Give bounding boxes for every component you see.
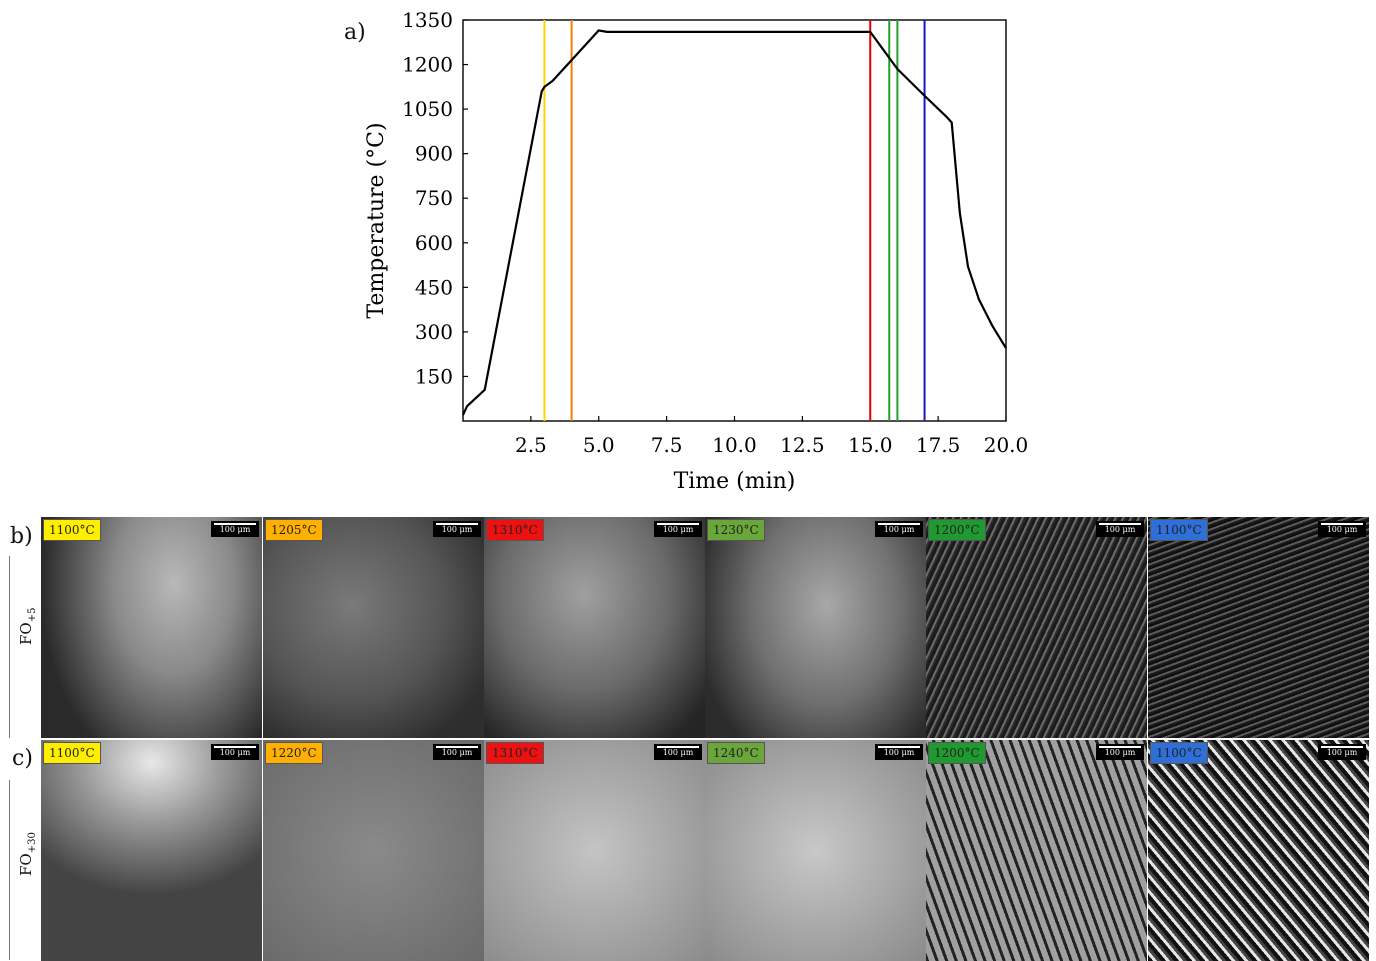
- scale-bar: 100 μm: [1318, 521, 1366, 537]
- micrograph-c-2: 1220°C 100 μm: [263, 740, 485, 961]
- temperature-badge: 1100°C: [43, 742, 101, 764]
- micrograph-texture: [263, 740, 484, 961]
- scale-bar: 100 μm: [875, 744, 923, 760]
- micrograph-texture: [484, 517, 705, 738]
- y-tick-label: 1200: [402, 53, 453, 77]
- temperature-badge: 1100°C: [1150, 742, 1208, 764]
- y-tick-label: 1350: [402, 8, 453, 32]
- micrograph-b-2: 1205°C 100 μm: [263, 517, 485, 738]
- scale-bar: 100 μm: [433, 521, 481, 537]
- temperature-badge: 1230°C: [707, 519, 765, 541]
- x-tick-label: 10.0: [712, 433, 757, 457]
- scale-bar: 100 μm: [433, 744, 481, 760]
- micrograph-c-6: 1100°C 100 μm: [1148, 740, 1370, 961]
- micrograph-b-5: 1200°C 100 μm: [926, 517, 1148, 738]
- x-tick-label: 7.5: [651, 433, 683, 457]
- y-tick-label: 150: [415, 364, 453, 388]
- y-tick-label: 450: [415, 275, 453, 299]
- temperature-badge: 1100°C: [1150, 519, 1208, 541]
- x-tick-label: 15.0: [848, 433, 893, 457]
- x-tick-label: 5.0: [583, 433, 615, 457]
- micrograph-b-1: 1100°C 100 μm: [41, 517, 263, 738]
- y-axis-label: Temperature (°C): [364, 122, 389, 318]
- temperature-badge: 1240°C: [707, 742, 765, 764]
- temperature-badge: 1220°C: [265, 742, 323, 764]
- scale-bar: 100 μm: [654, 744, 702, 760]
- y-tick-label: 1050: [402, 97, 453, 121]
- scale-bar: 100 μm: [875, 521, 923, 537]
- y-tick-label: 750: [415, 186, 453, 210]
- scale-bar: 100 μm: [654, 521, 702, 537]
- micrograph-c-5: 1200°C 100 μm: [926, 740, 1148, 961]
- micrograph-b-6: 1100°C 100 μm: [1148, 517, 1370, 738]
- row-c-rule: [9, 780, 10, 960]
- x-tick-label: 20.0: [984, 433, 1029, 457]
- micrograph-b-4: 1230°C 100 μm: [705, 517, 927, 738]
- x-tick-label: 2.5: [515, 433, 547, 457]
- micrograph-texture: [1148, 740, 1369, 961]
- x-tick-label: 17.5: [916, 433, 961, 457]
- row-b-label: FO+5: [17, 607, 38, 645]
- y-tick-label: 900: [415, 142, 453, 166]
- micrograph-texture: [41, 517, 262, 738]
- y-tick-label: 300: [415, 320, 453, 344]
- micrograph-texture: [926, 517, 1147, 738]
- row-b-rule: [9, 556, 10, 738]
- micrograph-texture: [484, 740, 705, 961]
- panel-a-letter: a): [344, 20, 366, 45]
- micrograph-texture: [705, 740, 926, 961]
- temperature-chart: 150 300 450 600 750 900 1050 1200 1350 2.5 5.0 7.5 1…: [364, 8, 1029, 494]
- micrograph-texture: [1148, 517, 1369, 738]
- micrograph-c-1: 1100°C 100 μm: [41, 740, 263, 961]
- micrograph-texture: [926, 740, 1147, 961]
- temperature-badge: 1310°C: [486, 742, 544, 764]
- temperature-badge: 1100°C: [43, 519, 101, 541]
- micrograph-c-3: 1310°C 100 μm: [484, 740, 706, 961]
- x-tick-label: 12.5: [780, 433, 825, 457]
- temperature-badge: 1310°C: [486, 519, 544, 541]
- temperature-curve: [461, 29, 1007, 416]
- micrograph-texture: [41, 740, 262, 961]
- row-c-label: FO+30: [17, 832, 38, 876]
- panel-c-letter: c): [12, 746, 33, 771]
- scale-bar: 100 μm: [1318, 744, 1366, 760]
- micrograph-b-3: 1310°C 100 μm: [484, 517, 706, 738]
- temperature-badge: 1205°C: [265, 519, 323, 541]
- y-tick-label: 600: [415, 231, 453, 255]
- scale-bar: 100 μm: [1096, 521, 1144, 537]
- panel-b-letter: b): [10, 524, 33, 549]
- micrograph-texture: [705, 517, 926, 738]
- temperature-badge: 1200°C: [928, 742, 986, 764]
- scale-bar: 100 μm: [211, 521, 259, 537]
- temperature-badge: 1200°C: [928, 519, 986, 541]
- micrograph-texture: [263, 517, 484, 738]
- micrograph-c-4: 1240°C 100 μm: [705, 740, 927, 961]
- scale-bar: 100 μm: [1096, 744, 1144, 760]
- x-axis-label: Time (min): [674, 469, 796, 494]
- scale-bar: 100 μm: [211, 744, 259, 760]
